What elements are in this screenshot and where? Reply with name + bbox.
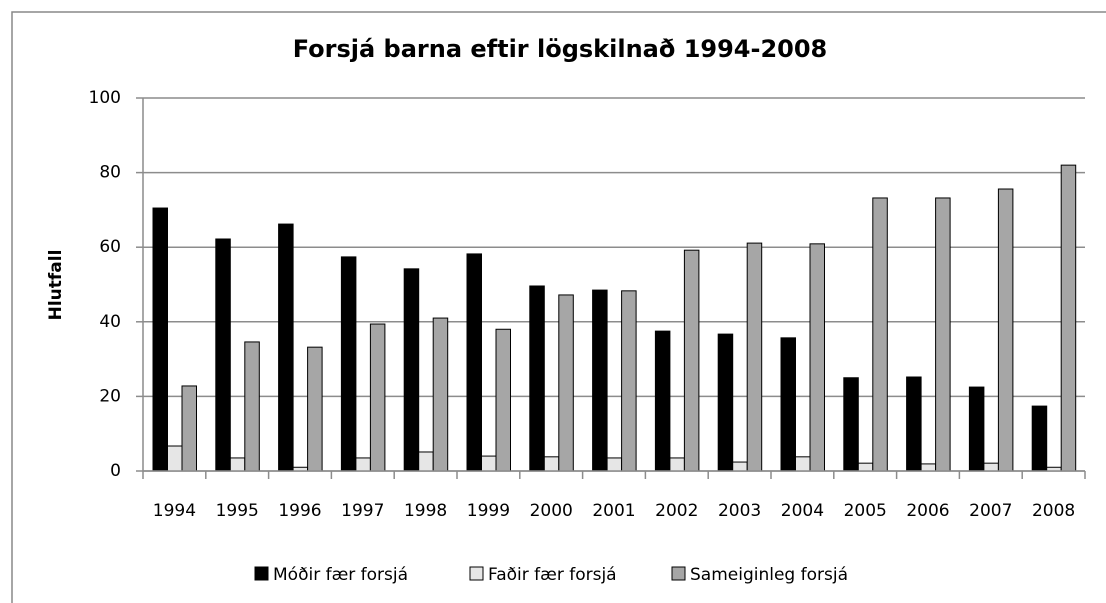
- bar: [654, 330, 671, 472]
- bar: [278, 223, 294, 472]
- y-tick-label: 40: [99, 312, 121, 332]
- bar: [495, 328, 511, 472]
- x-tick-label: 2002: [655, 501, 698, 521]
- bar: [906, 376, 922, 472]
- bar: [355, 457, 371, 472]
- bar: [621, 290, 637, 472]
- x-tick-label: 2008: [1032, 501, 1075, 521]
- x-tick-label: 1998: [404, 501, 447, 521]
- bar: [181, 385, 197, 472]
- bar: [307, 346, 323, 472]
- bar: [746, 242, 763, 472]
- bar: [167, 445, 183, 472]
- bar: [418, 451, 434, 472]
- legend-swatch: [469, 566, 484, 581]
- x-tick-label: 2003: [718, 501, 761, 521]
- y-tick-label: 100: [89, 88, 121, 108]
- bar: [466, 253, 482, 472]
- bar: [215, 238, 231, 472]
- bar: [558, 294, 574, 472]
- bar: [529, 285, 545, 472]
- bar: [795, 456, 811, 472]
- x-tick-label: 1996: [278, 501, 321, 521]
- x-tick-label: 2005: [844, 501, 887, 521]
- x-tick-label: 2000: [530, 501, 573, 521]
- legend-label: Sameiginleg forsjá: [690, 565, 848, 585]
- bar: [229, 457, 246, 472]
- bar: [606, 457, 623, 472]
- bar: [857, 462, 874, 472]
- bar: [1060, 164, 1077, 472]
- bar: [340, 256, 357, 472]
- bar: [872, 197, 888, 472]
- bar: [152, 207, 168, 472]
- bar: [592, 289, 608, 472]
- bar: [543, 456, 560, 472]
- x-tick-label: 2007: [969, 501, 1012, 521]
- bar: [920, 463, 937, 472]
- chart-border: [11, 11, 1106, 603]
- x-tick-label: 2001: [592, 501, 635, 521]
- x-tick-label: 1995: [216, 501, 259, 521]
- legend-label: Faðir fær forsjá: [488, 565, 617, 585]
- y-tick-label: 20: [99, 386, 121, 406]
- bar: [481, 455, 497, 472]
- x-tick-label: 2006: [906, 501, 949, 521]
- bar: [809, 243, 825, 472]
- x-tick-label: 1994: [153, 501, 196, 521]
- bar: [683, 249, 700, 472]
- x-tick-label: 1999: [467, 501, 510, 521]
- legend-swatch: [671, 566, 686, 581]
- bar: [717, 333, 734, 472]
- x-tick-label: 1997: [341, 501, 384, 521]
- bar: [935, 197, 951, 472]
- y-tick-label: 0: [110, 461, 121, 481]
- bar: [732, 461, 748, 472]
- bar: [432, 317, 449, 472]
- bar: [403, 268, 420, 472]
- chart-title: Forsjá barna eftir lögskilnað 1994-2008: [293, 35, 828, 63]
- bar: [669, 457, 685, 472]
- bar: [1031, 405, 1048, 472]
- legend-label: Móðir fær forsjá: [273, 565, 408, 585]
- y-tick-label: 80: [99, 163, 121, 183]
- bar: [780, 337, 796, 472]
- x-tick-label: 2004: [781, 501, 824, 521]
- y-tick-label: 60: [99, 237, 121, 257]
- bar: [843, 377, 859, 472]
- bar: [983, 462, 999, 472]
- bar: [369, 323, 386, 472]
- bar: [968, 386, 985, 472]
- bar: [244, 341, 260, 472]
- bar: [997, 188, 1014, 472]
- legend-swatch: [254, 566, 269, 581]
- y-axis-label: Hlutfall: [46, 250, 66, 321]
